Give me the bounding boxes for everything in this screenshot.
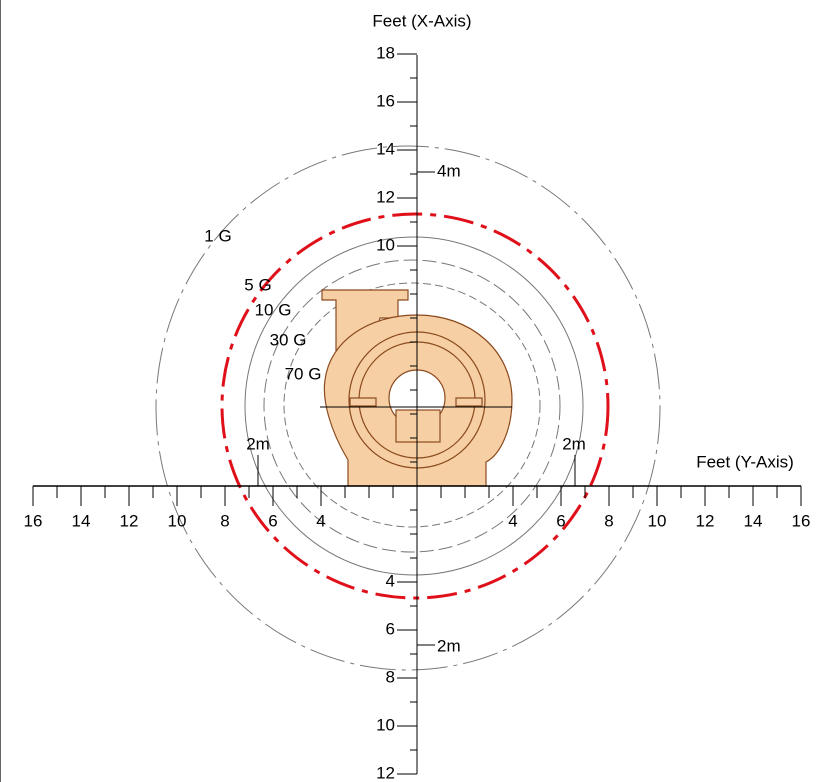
tick-label: 12 (376, 763, 395, 782)
tick-label: 14 (744, 511, 763, 530)
tick-label: 6 (556, 511, 565, 530)
tick-label: 6 (268, 511, 277, 530)
tick-label: 14 (72, 511, 91, 530)
tick-label: 18 (376, 43, 395, 62)
vertical-axis-title: Feet (X-Axis) (372, 11, 471, 30)
tick-label: 12 (120, 511, 139, 530)
tick-label: 8 (386, 667, 395, 686)
contour-label: 1 G (204, 226, 231, 245)
metric-label: 2m (246, 434, 270, 453)
table (396, 410, 440, 442)
contour-label: 30 G (270, 330, 307, 349)
tick-label: 16 (792, 511, 811, 530)
tick-label: 4 (316, 511, 325, 530)
tick-label: 10 (376, 235, 395, 254)
tick-label: 4 (508, 511, 517, 530)
metric-label: 2m (437, 636, 461, 655)
tick-label: 8 (604, 511, 613, 530)
tick-label: 10 (648, 511, 667, 530)
control-right (456, 398, 482, 406)
tick-label: 4 (386, 571, 395, 590)
control-left (350, 398, 376, 406)
tick-label: 12 (376, 187, 395, 206)
fringe-field-diagram: Feet (X-Axis) Feet (Y-Axis) 1 G 5 G 10 G… (0, 0, 822, 782)
tick-label: 14 (376, 139, 395, 158)
contour-label: 5 G (244, 275, 271, 294)
metric-label: 4m (437, 161, 461, 180)
tick-label: 16 (376, 91, 395, 110)
tick-label: 8 (220, 511, 229, 530)
contour-label: 10 G (255, 300, 292, 319)
horizontal-axis-title: Feet (Y-Axis) (696, 452, 794, 471)
tick-label: 6 (386, 619, 395, 638)
tick-label: 10 (376, 715, 395, 734)
metric-label: 2m (562, 434, 586, 453)
tick-label: 16 (24, 511, 43, 530)
tick-label: 10 (168, 511, 187, 530)
contour-label: 70 G (285, 364, 322, 383)
tick-label: 12 (696, 511, 715, 530)
